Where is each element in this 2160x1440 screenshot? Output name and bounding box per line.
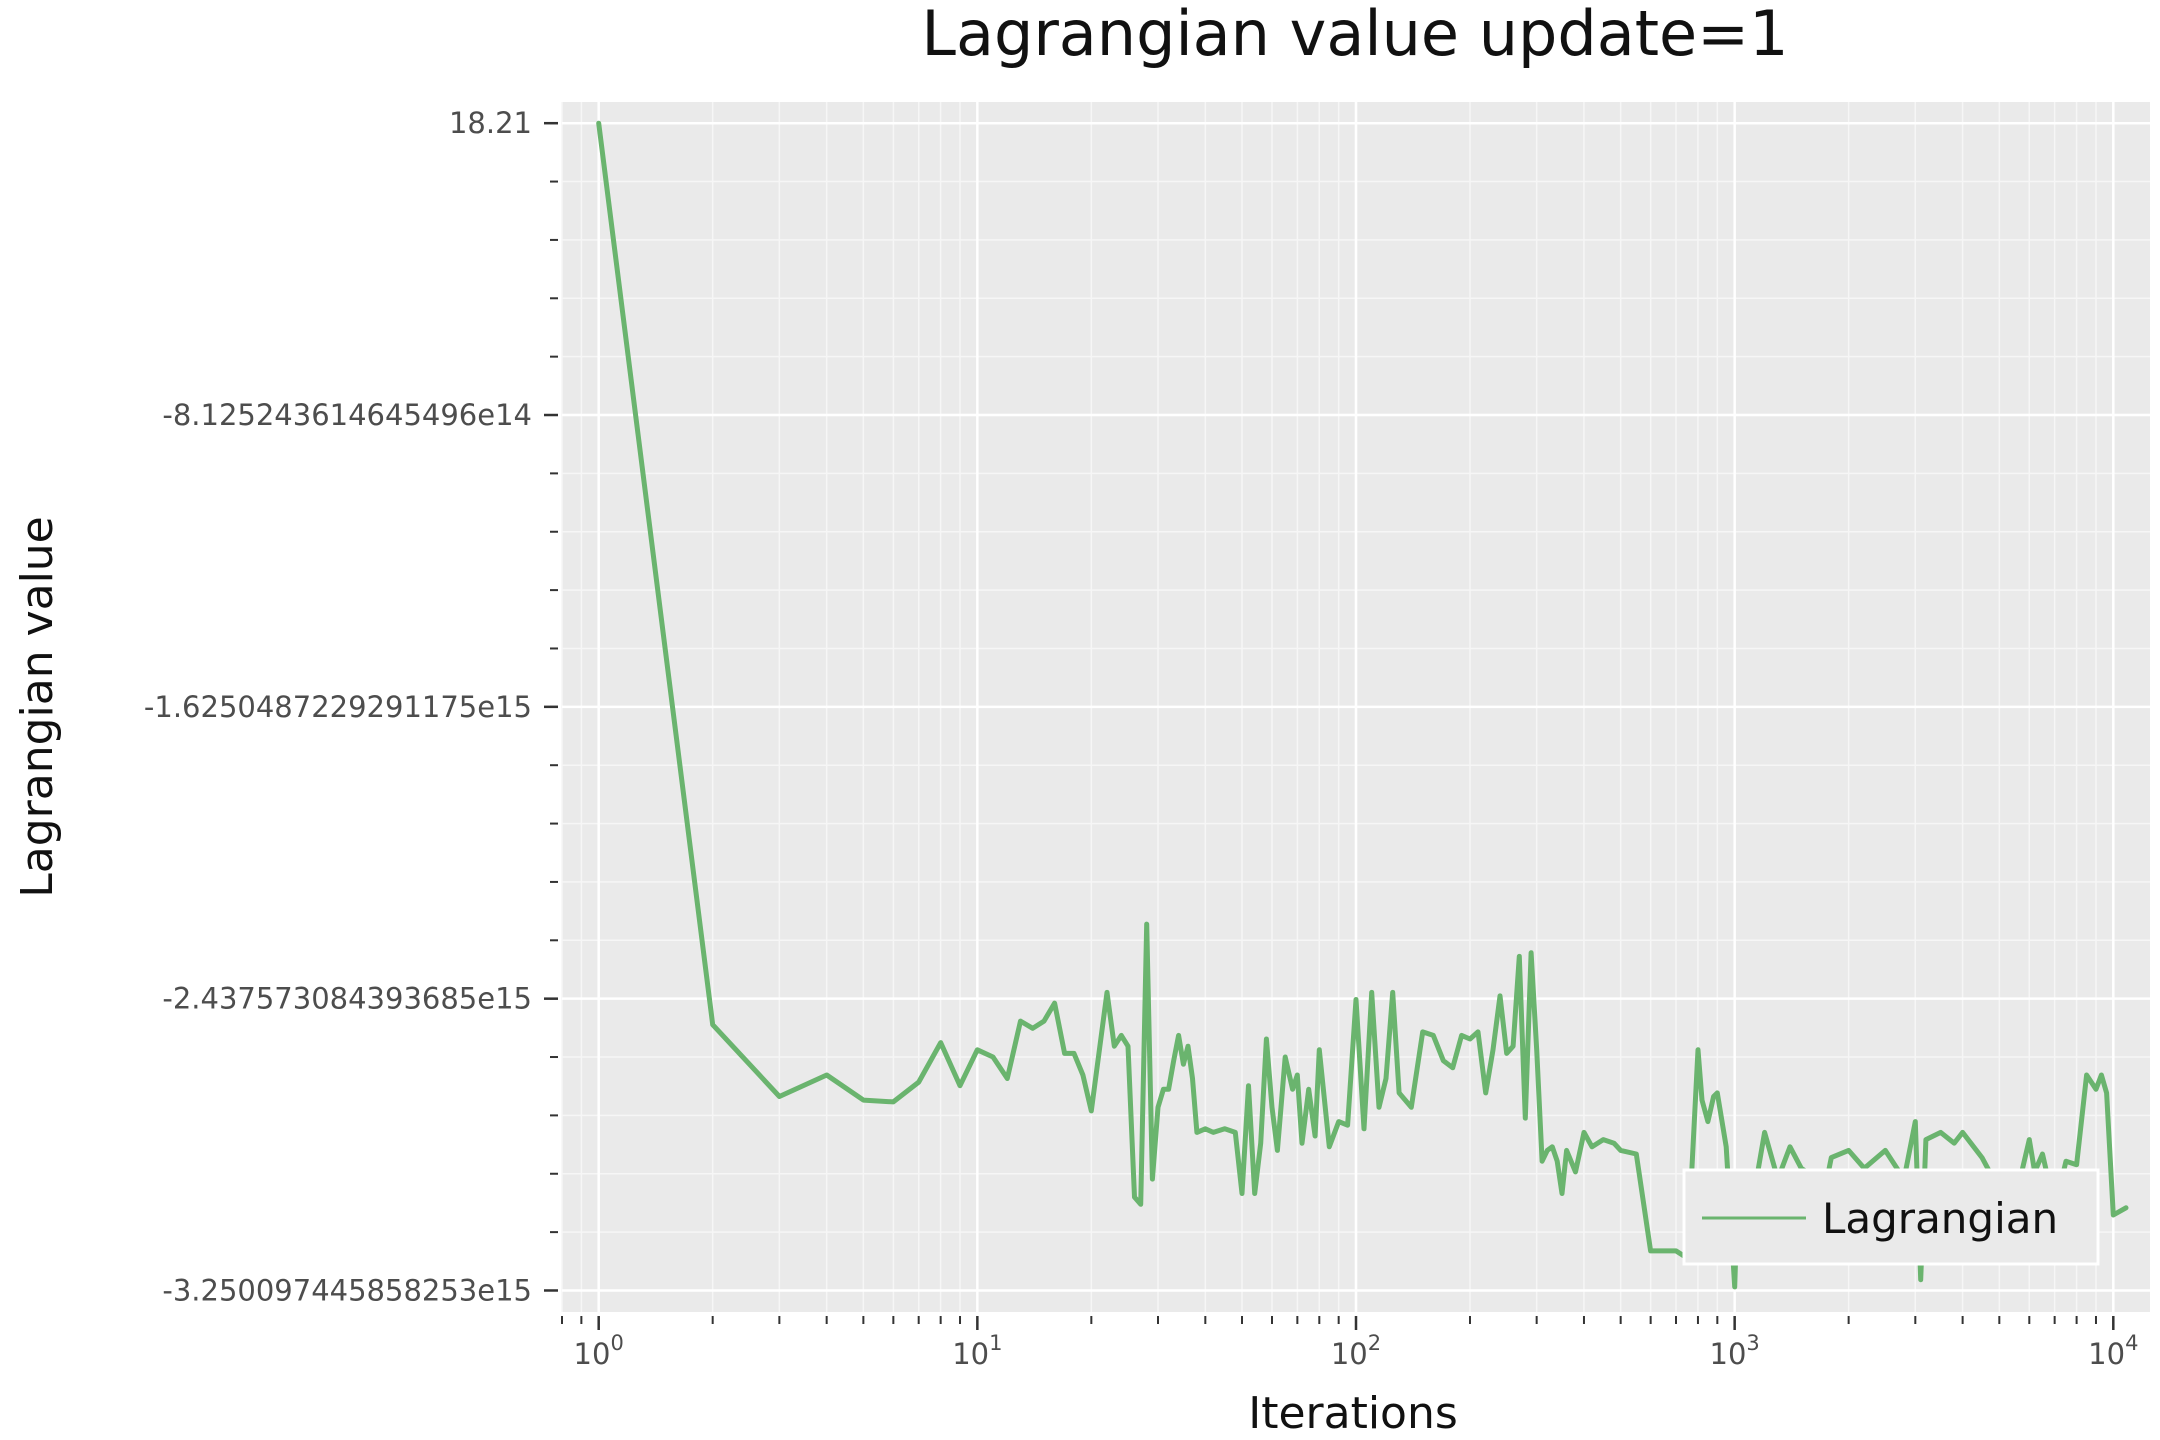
x-tick-label: 102 [1331,1331,1381,1371]
y-tick-label: -2.437573084393685e15 [162,982,532,1016]
y-tick-label: -1.6250487229291175e15 [144,690,532,724]
y-tick-label: -8.125243614645496e14 [162,398,532,432]
series-group [596,120,2129,1290]
x-tick-label: 104 [2088,1331,2138,1371]
x-tick-label: 101 [952,1331,1002,1371]
y-tick-label: 18.21 [449,106,532,140]
major-grid [562,102,2150,1312]
x-tick-label-exponent: 0 [610,1331,623,1355]
y-axis-label: Lagrangian value [12,516,63,898]
x-axis-ticks: 100 101 102 103 104 [561,1316,2138,1371]
x-tick-label-base: 10 [952,1337,989,1371]
x-tick-label-exponent: 1 [989,1331,1002,1355]
legend: Lagrangian [1682,1168,2100,1266]
x-tick-label: 103 [1710,1331,1760,1371]
series-line-lagrangian [596,120,2129,1290]
chart-title: Lagrangian value update=1 [921,0,1788,70]
x-tick-label-base: 10 [2088,1337,2125,1371]
x-tick-label-base: 10 [574,1337,611,1371]
y-tick-label: -3.250097445858253e15 [162,1273,532,1307]
x-axis-label: Iterations [1248,1388,1458,1439]
x-tick-label-base: 10 [1710,1337,1747,1371]
x-tick-label-exponent: 3 [1746,1331,1759,1355]
legend-label: Lagrangian [1822,1194,2058,1243]
y-axis-ticks: 18.21 -8.125243614645496e14 -1.62504872292… [144,106,558,1307]
x-tick-label-base: 10 [1331,1337,1368,1371]
x-tick-label-exponent: 4 [2125,1331,2138,1355]
x-tick-label-exponent: 2 [1368,1331,1381,1355]
x-tick-label: 100 [574,1331,624,1371]
